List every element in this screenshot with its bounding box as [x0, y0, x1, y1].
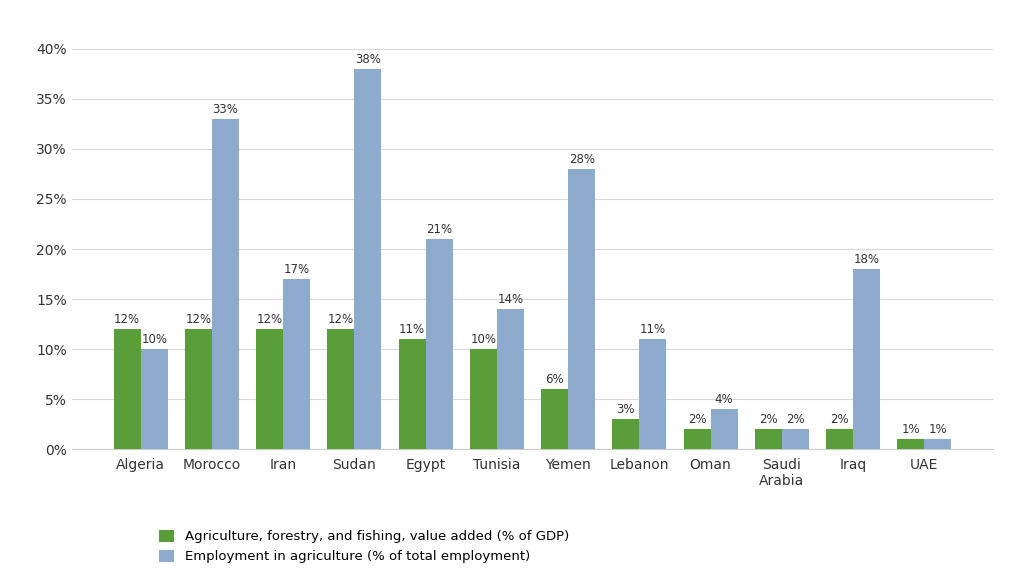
- Bar: [826, 429, 853, 449]
- Bar: [212, 119, 239, 449]
- Bar: [328, 329, 354, 449]
- Text: 4%: 4%: [715, 393, 733, 406]
- Bar: [283, 279, 310, 449]
- Text: 18%: 18%: [854, 253, 880, 266]
- Bar: [426, 239, 453, 449]
- Bar: [639, 339, 667, 449]
- Text: 11%: 11%: [399, 323, 425, 336]
- Text: 12%: 12%: [114, 313, 140, 326]
- Bar: [755, 429, 782, 449]
- Text: 2%: 2%: [830, 413, 849, 426]
- Text: 12%: 12%: [328, 313, 354, 326]
- Text: 11%: 11%: [640, 323, 666, 336]
- Text: 10%: 10%: [141, 333, 167, 346]
- Bar: [354, 69, 382, 449]
- Bar: [114, 329, 140, 449]
- Text: 2%: 2%: [786, 413, 805, 426]
- Text: 12%: 12%: [185, 313, 211, 326]
- Bar: [398, 339, 426, 449]
- Bar: [184, 329, 212, 449]
- Text: 14%: 14%: [498, 293, 523, 306]
- Bar: [541, 389, 568, 449]
- Text: 38%: 38%: [355, 53, 381, 66]
- Text: 1%: 1%: [929, 423, 947, 436]
- Text: 33%: 33%: [213, 103, 239, 116]
- Text: 12%: 12%: [257, 313, 283, 326]
- Bar: [782, 429, 809, 449]
- Bar: [470, 349, 497, 449]
- Text: 10%: 10%: [470, 333, 497, 346]
- Bar: [925, 439, 951, 449]
- Legend: Agriculture, forestry, and fishing, value added (% of GDP), Employment in agricu: Agriculture, forestry, and fishing, valu…: [152, 523, 575, 570]
- Bar: [711, 409, 737, 449]
- Bar: [497, 309, 524, 449]
- Text: 2%: 2%: [759, 413, 777, 426]
- Text: 3%: 3%: [616, 403, 635, 416]
- Text: 6%: 6%: [545, 373, 564, 386]
- Text: 17%: 17%: [284, 263, 309, 276]
- Text: 1%: 1%: [901, 423, 921, 436]
- Bar: [853, 269, 881, 449]
- Bar: [897, 439, 925, 449]
- Text: 21%: 21%: [426, 223, 453, 236]
- Text: 28%: 28%: [568, 153, 595, 166]
- Bar: [140, 349, 168, 449]
- Bar: [683, 429, 711, 449]
- Text: 2%: 2%: [688, 413, 707, 426]
- Bar: [568, 169, 595, 449]
- Bar: [612, 419, 639, 449]
- Bar: [256, 329, 283, 449]
